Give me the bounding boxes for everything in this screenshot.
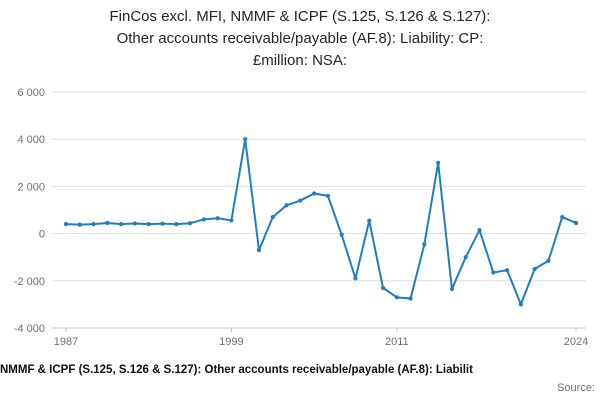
data-point [325, 193, 330, 198]
data-point [339, 232, 344, 237]
data-point [77, 222, 82, 227]
data-point [491, 270, 496, 275]
data-point [436, 160, 441, 165]
data-point [353, 276, 358, 281]
x-tick-label: 1987 [54, 336, 78, 348]
data-point [380, 285, 386, 290]
data-point [105, 220, 110, 226]
data-point [312, 191, 317, 196]
data-point [243, 137, 248, 142]
data-point [298, 198, 303, 203]
data-point [119, 222, 124, 227]
data-point [422, 242, 427, 247]
chart-title-line3: £million: NSA: [252, 52, 348, 69]
y-tick-label: 4 000 [17, 134, 45, 146]
x-tick-label: 2011 [385, 336, 409, 348]
data-point [174, 222, 179, 227]
chart-title-line2: Other accounts receivable/payable (AF.8)… [116, 30, 484, 47]
data-point [160, 221, 165, 226]
data-point [132, 221, 138, 226]
data-point [215, 216, 220, 221]
y-tick-label: -4 000 [14, 323, 45, 335]
data-point [394, 295, 399, 300]
data-point [504, 268, 510, 273]
data-point [408, 296, 413, 301]
y-tick-label: -2 000 [14, 276, 45, 288]
data-point [270, 214, 275, 220]
x-tick-label: 2024 [564, 336, 588, 348]
data-point [256, 248, 262, 253]
data-point [560, 214, 565, 220]
data-point [573, 220, 579, 226]
data-point [146, 222, 151, 227]
data-point [546, 258, 551, 263]
data-point [463, 255, 468, 260]
data-point [367, 218, 372, 223]
y-tick-label: 0 [39, 229, 45, 241]
data-point [187, 221, 193, 226]
data-line [65, 138, 577, 306]
y-tick-label: 2 000 [17, 181, 45, 193]
data-point [201, 217, 206, 222]
data-point [91, 222, 96, 227]
data-point [449, 286, 455, 292]
chart-title: FinCos excl. MFI, NMMF & ICPF (S.125, S.… [0, 6, 600, 72]
x-tick-label: 1999 [219, 336, 243, 348]
y-tick-label: 6 000 [17, 87, 45, 99]
footer-series-title: NMMF & ICPF (S.125, S.126 & S.127): Othe… [0, 364, 473, 376]
data-point [63, 222, 69, 227]
data-point [284, 203, 289, 208]
data-point [518, 302, 523, 307]
data-point [532, 266, 537, 272]
source-label: Source: [557, 382, 595, 394]
chart-title-line1: FinCos excl. MFI, NMMF & ICPF (S.125, S.… [109, 8, 491, 25]
data-point [229, 218, 234, 223]
data-point [477, 227, 482, 233]
